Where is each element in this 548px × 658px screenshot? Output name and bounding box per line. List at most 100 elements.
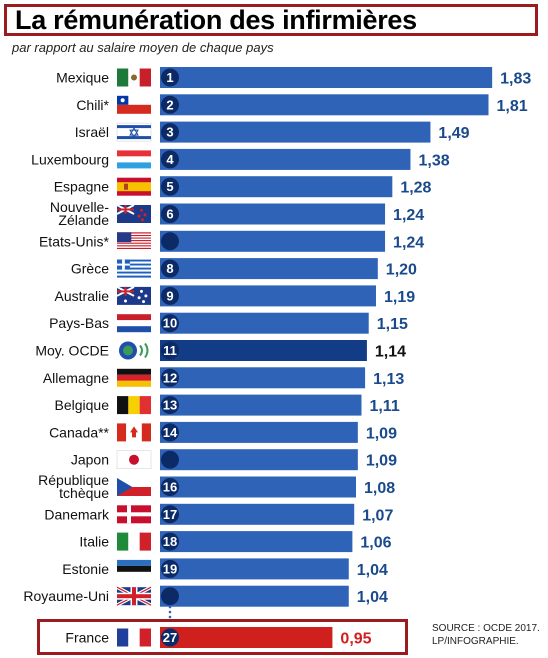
value-label: 1,06 [360, 535, 391, 552]
value-label: 1,19 [384, 289, 415, 306]
country-label: Luxembourg [31, 151, 109, 167]
value-label: 1,20 [386, 262, 417, 279]
bar-row-mexique: Mexique 1 1,83 [56, 67, 531, 88]
value-label: 1,09 [366, 453, 397, 470]
rank-label: 2 [166, 97, 173, 112]
bar-row-royaume-uni: Royaume-Uni 1,04 [23, 585, 388, 607]
bar [160, 476, 357, 498]
rank-badge [161, 478, 179, 496]
bar-row-espagne: Espagne 5 1,28 [54, 176, 432, 198]
value-label: 1,83 [500, 71, 531, 88]
credit-line: LP/INFOGRAPHIE. [432, 636, 519, 647]
country-label: Zélande [58, 212, 109, 228]
rank-badge [161, 396, 179, 415]
country-label: Canada** [49, 424, 109, 440]
country-label: Mexique [56, 70, 109, 86]
rank-label: 11 [163, 343, 177, 358]
bar [160, 421, 358, 443]
rank-badge [161, 532, 179, 551]
value-label: 1,24 [393, 234, 424, 251]
bar [160, 121, 431, 143]
value-label: 1,15 [377, 316, 408, 333]
bar [160, 230, 386, 252]
bar [160, 340, 367, 361]
bar [160, 203, 386, 225]
country-label: tchèque [59, 485, 109, 501]
bar [160, 627, 333, 648]
rank-badge [161, 205, 179, 223]
rank-badge [161, 259, 179, 278]
bar-row-moy-ocde: Moy. OCDE 11 1,14 [35, 340, 406, 361]
rank-label: 18 [163, 534, 177, 549]
value-label: 1,04 [357, 589, 388, 606]
bar-row-france: France 27 0,95 [65, 627, 372, 648]
page-subtitle: par rapport au salaire moyen de chaque p… [12, 40, 274, 55]
country-label: Australie [55, 288, 110, 304]
rank-badge [161, 95, 179, 114]
bar [160, 531, 353, 553]
bar-row-allemagne: Allemagne 12 1,13 [43, 367, 404, 389]
bar-row-isra-l: Israël 3 1,49 [75, 121, 470, 143]
rank-label: 5 [166, 179, 173, 194]
czech-flag-icon [117, 478, 151, 496]
bar-row-luxembourg: Luxembourg 4 1,38 [31, 148, 450, 170]
separator-dots [168, 605, 172, 619]
rank-label: 12 [163, 370, 177, 385]
rank-badge [161, 314, 179, 333]
bar-row-danemark: Danemark 17 1,07 [44, 503, 393, 525]
australia-flag-icon [116, 286, 151, 305]
value-label: 1,09 [366, 425, 397, 442]
country-label: Grèce [71, 261, 109, 277]
rank-label: 8 [166, 261, 173, 276]
bar [160, 367, 366, 389]
bar [160, 585, 349, 607]
bar [160, 449, 358, 471]
france-flag-icon [117, 628, 151, 647]
rank-badge [161, 150, 179, 169]
italy-flag-icon [117, 532, 151, 551]
value-label: 1,28 [400, 180, 431, 197]
bar [160, 503, 355, 525]
canada-flag-icon [117, 423, 151, 442]
denmark-flag-icon [117, 505, 151, 524]
rank-label: 9 [166, 288, 173, 303]
value-label: 1,13 [373, 371, 404, 388]
rank-badge [161, 559, 179, 578]
value-label: 1,24 [393, 207, 424, 224]
rank-badge [161, 368, 179, 387]
rank-badge [161, 232, 179, 251]
usa-flag-icon [117, 232, 151, 251]
country-label: Royaume-Uni [23, 588, 109, 604]
bar [160, 94, 489, 116]
rank-label: 19 [163, 561, 177, 576]
bar-row-nouvelle-z-lande: Nouvelle-Zélande 6 1,24 [50, 199, 424, 228]
france-highlight-frame [37, 619, 408, 655]
oecd-logo-icon [119, 341, 149, 360]
country-label: France [65, 630, 109, 646]
greece-flag-icon [117, 259, 151, 278]
bar [160, 258, 378, 280]
country-label: Italie [79, 534, 109, 550]
uk-flag-icon [116, 585, 152, 607]
bar-row-gr-ce: Grèce 8 1,20 [71, 258, 417, 280]
germany-flag-icon [117, 368, 151, 387]
new-zealand-flag-icon [116, 204, 151, 223]
spain-flag-icon [117, 177, 151, 196]
source-note: SOURCE : OCDE 2017. LP/INFOGRAPHIE. [432, 622, 540, 648]
rank-label: 1 [166, 70, 173, 85]
bar [160, 312, 369, 334]
country-label: Danemark [44, 506, 110, 522]
country-label: Moy. OCDE [35, 343, 109, 359]
value-label: 1,14 [375, 344, 406, 361]
bar-row-etats-unis: Etats-Unis* 1,24 [39, 230, 424, 252]
rank-label: 27 [163, 630, 177, 645]
page-title: La rémunération des infirmières [15, 4, 417, 35]
value-label: 1,38 [418, 152, 449, 169]
bar-row-belgique: Belgique 13 1,11 [55, 394, 400, 416]
value-label: 1,04 [357, 562, 388, 579]
value-label: 1,07 [362, 507, 393, 524]
rank-label: 13 [163, 398, 177, 413]
value-label: 1,49 [438, 125, 469, 142]
rank-label: 4 [166, 152, 174, 167]
